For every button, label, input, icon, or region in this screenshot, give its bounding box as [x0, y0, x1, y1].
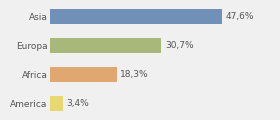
- Text: 3,4%: 3,4%: [66, 99, 89, 108]
- Bar: [50, 9, 222, 24]
- Text: 30,7%: 30,7%: [165, 41, 193, 50]
- Text: 47,6%: 47,6%: [226, 12, 255, 21]
- Bar: [50, 38, 161, 53]
- Bar: [50, 96, 63, 111]
- Text: 18,3%: 18,3%: [120, 70, 149, 79]
- Bar: [50, 67, 116, 82]
